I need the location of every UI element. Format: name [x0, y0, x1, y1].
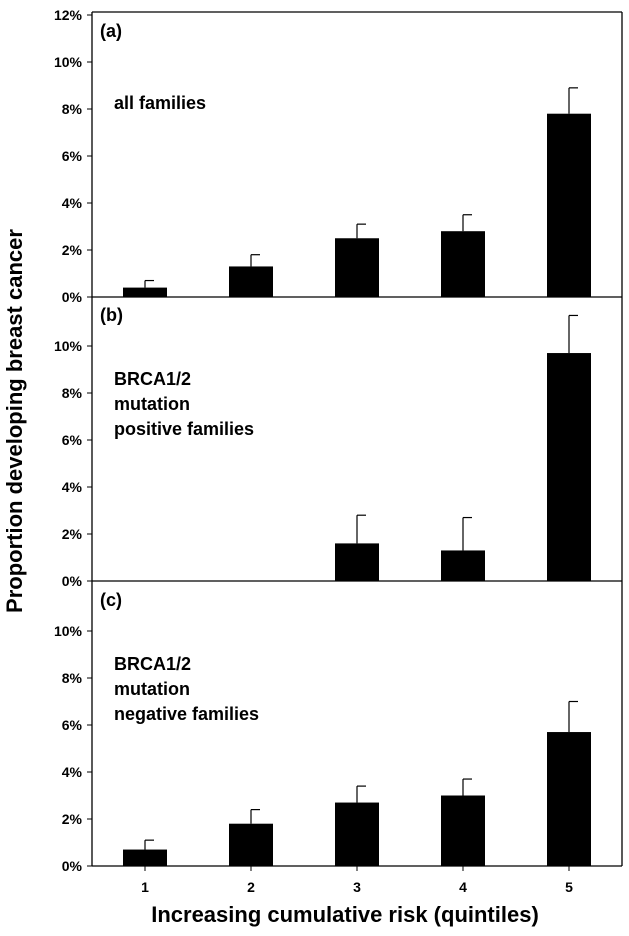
y-tick-label: 6% [62, 717, 83, 733]
bar [335, 802, 379, 866]
y-tick-label: 10% [54, 623, 83, 639]
bar [547, 732, 591, 866]
y-tick-label: 10% [54, 54, 83, 70]
y-tick-label: 2% [62, 242, 83, 258]
y-tick-label: 2% [62, 526, 83, 542]
y-tick-label: 8% [62, 385, 83, 401]
panel-c: 0% 2% 4% 6% 8% 10% (c) BRCA1/2 mutation negative … [54, 590, 622, 874]
bar [441, 795, 485, 866]
y-tick-label: 10% [54, 338, 83, 354]
panel-annotation: negative families [114, 704, 259, 724]
chart-panels: 0% 2% 4% 6% 8% 10% 12% (a) all families 0% 2% 4% 6% 8… [54, 7, 622, 874]
chart-frame [91, 11, 623, 866]
panel-annotation: positive families [114, 419, 254, 439]
y-tick-label: 4% [62, 764, 83, 780]
y-tick-label: 6% [62, 148, 83, 164]
bar [335, 543, 379, 581]
panel-label: (b) [100, 305, 123, 325]
bar [547, 113, 591, 297]
y-tick-label: 0% [62, 573, 83, 589]
bar [441, 231, 485, 297]
y-tick-label: 4% [62, 195, 83, 211]
y-tick-label: 12% [54, 7, 83, 23]
bar [123, 287, 167, 297]
panel-annotation: all families [114, 93, 206, 113]
x-tick-label: 2 [247, 879, 255, 895]
bar [335, 238, 379, 297]
y-tick-label: 6% [62, 432, 83, 448]
bar [229, 266, 273, 297]
y-tick-label: 0% [62, 289, 83, 305]
y-tick-label: 8% [62, 101, 83, 117]
panel-b: 0% 2% 4% 6% 8% 10% (b) BRCA1/2 mutation positive … [54, 305, 622, 589]
y-tick-label: 4% [62, 479, 83, 495]
bar [229, 823, 273, 866]
bar [547, 353, 591, 581]
panel-annotation: mutation [114, 679, 190, 699]
y-tick-label: 2% [62, 811, 83, 827]
x-tick-label: 3 [353, 879, 361, 895]
x-axis-label: Increasing cumulative risk (quintiles) [151, 902, 539, 927]
panel-annotation: mutation [114, 394, 190, 414]
x-tick-label: 1 [141, 879, 149, 895]
x-tick-label: 4 [459, 879, 467, 895]
y-tick-label: 0% [62, 858, 83, 874]
y-axis-label: Proportion developing breast cancer [2, 229, 27, 613]
bar [123, 849, 167, 866]
bar [441, 550, 485, 581]
panel-annotation: BRCA1/2 [114, 654, 191, 674]
x-axis: 1 2 3 4 5 [141, 866, 573, 895]
y-tick-label: 8% [62, 670, 83, 686]
panel-annotation: BRCA1/2 [114, 369, 191, 389]
panel-a: 0% 2% 4% 6% 8% 10% 12% (a) all families [54, 7, 622, 305]
x-tick-label: 5 [565, 879, 573, 895]
panel-label: (a) [100, 21, 122, 41]
panel-label: (c) [100, 590, 122, 610]
